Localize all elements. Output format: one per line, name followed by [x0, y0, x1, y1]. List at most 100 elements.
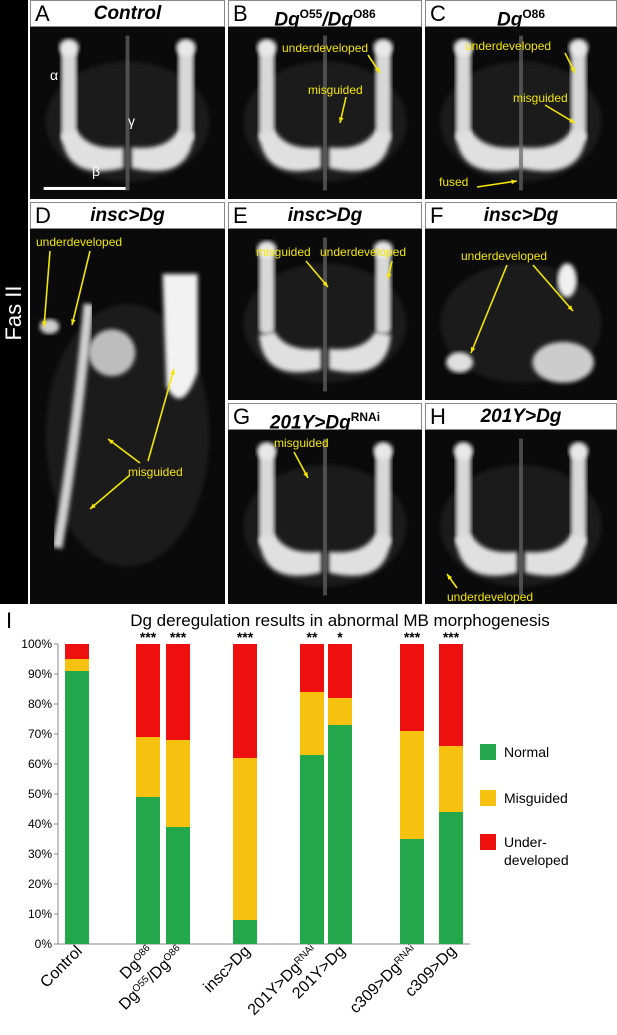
micrograph-image: [30, 27, 225, 199]
panel-letter: I: [6, 608, 12, 633]
panel-header: G 201Y>DgRNAi: [228, 403, 422, 433]
significance-mark: ***: [140, 629, 157, 645]
significance-mark: *: [337, 629, 343, 645]
micrograph-image: [228, 27, 422, 199]
y-tick-label: 90%: [28, 667, 52, 681]
annotation-misguided: misguided: [308, 83, 363, 97]
annotation-arrowhead: [569, 118, 575, 123]
y-tick-label: 80%: [28, 697, 52, 711]
category-label-part: RNAi: [392, 942, 416, 966]
y-tick-label: 40%: [28, 817, 52, 831]
panel-c: C DgO86 underdeveloped misguided fused: [425, 0, 617, 199]
panel-title: DgO86: [496, 7, 545, 31]
significance-mark: ***: [170, 629, 187, 645]
panel-letter: D: [35, 203, 51, 228]
panel-letter: E: [233, 203, 248, 228]
legend-label-misguided: Misguided: [504, 790, 568, 806]
panel-letter: A: [35, 1, 50, 26]
annotation-underdeveloped: underdeveloped: [461, 249, 548, 263]
annotation-arrow: [71, 250, 91, 326]
category-label-part: O86: [161, 942, 182, 963]
panel-b: B DgO55/DgO86 underdeveloped misguided: [228, 0, 422, 199]
panel-letter: H: [430, 404, 446, 429]
significance-mark: ***: [443, 629, 460, 645]
y-tick-label: 100%: [21, 637, 52, 651]
annotation-arrowhead: [447, 574, 453, 580]
panel-title: 201Y>DgRNAi: [269, 410, 381, 434]
annotation-arrow: [532, 264, 574, 312]
side-band: Fas II: [0, 0, 28, 604]
micrograph-image: [425, 27, 617, 199]
panel-title: insc>Dg: [483, 205, 559, 226]
annotation-arrowhead: [338, 117, 344, 123]
annotation-arrowhead: [386, 273, 392, 279]
bar-underdeveloped-6: [400, 644, 424, 731]
category-label: insc>Dg: [201, 943, 254, 996]
annotation-arrowhead: [170, 369, 175, 375]
bar-normal-5: [328, 725, 352, 944]
bar-misguided-1: [136, 737, 160, 797]
bar-underdeveloped-5: [328, 644, 352, 698]
micrograph-image: [30, 229, 225, 604]
annotation-arrowhead: [90, 503, 96, 509]
bar-misguided-7: [439, 746, 463, 812]
annotation-underdeveloped: underdeveloped: [36, 235, 123, 249]
bar-normal-4: [300, 755, 324, 944]
lobe-label-beta: β: [92, 163, 101, 179]
y-tick-label: 0%: [35, 937, 53, 951]
significance-mark: ***: [404, 629, 421, 645]
annotation-underdeveloped: underdeveloped: [447, 590, 534, 604]
y-tick-label: 30%: [28, 847, 52, 861]
bar-misguided-3: [233, 758, 257, 920]
significance-mark: ***: [237, 629, 254, 645]
y-tick-label: 20%: [28, 877, 52, 891]
panel-header: B DgO55/DgO86: [228, 0, 422, 30]
bar-misguided-4: [300, 692, 324, 755]
annotation-arrow: [544, 104, 576, 124]
micrograph-image: [425, 229, 617, 400]
legend-label-developed: developed: [504, 852, 569, 868]
category-label-part: c309>Dg: [347, 959, 405, 1017]
fas2-label: Fas II: [1, 285, 26, 341]
stacked-bar-chart: I Dg deregulation results in abnormal MB …: [6, 608, 569, 1019]
annotation-arrow: [147, 368, 175, 462]
annotation-arrow: [470, 264, 508, 354]
annotation-arrowhead: [303, 472, 308, 478]
bar-misguided-5: [328, 698, 352, 725]
y-tick-label: 50%: [28, 787, 52, 801]
annotation-arrowhead: [470, 347, 476, 353]
annotation-arrowhead: [322, 281, 328, 287]
panel-h: H 201Y>Dg underdeveloped: [425, 403, 617, 604]
annotation-arrowhead: [42, 321, 47, 327]
annotation-arrowhead: [374, 67, 380, 73]
legend-swatch-1: [480, 790, 496, 806]
category-label-part: O86: [131, 942, 152, 963]
panel-title: 201Y>Dg: [480, 406, 562, 427]
bar-underdeveloped-1: [136, 644, 160, 737]
y-tick-label: 60%: [28, 757, 52, 771]
micrograph-image: [228, 430, 422, 604]
annotation-arrowhead: [108, 439, 114, 445]
annotation-misguided: misguided: [274, 436, 329, 450]
lobe-label-gamma: γ: [128, 113, 135, 129]
bar-misguided-2: [166, 740, 190, 827]
lobe-label-alpha: α: [50, 67, 59, 83]
bar-normal-2: [166, 827, 190, 944]
panel-title: Control: [93, 3, 162, 24]
panel-letter: G: [233, 404, 251, 429]
annotation-misguided: misguided: [128, 465, 183, 479]
annotation-arrow: [89, 474, 131, 510]
chart-title: Dg deregulation results in abnormal MB m…: [130, 611, 550, 630]
panel-header: A Control: [30, 0, 225, 27]
panel-letter: C: [430, 1, 446, 26]
annotation-underdeveloped: underdeveloped: [320, 245, 407, 259]
bar-underdeveloped-3: [233, 644, 257, 758]
bar-misguided-0: [65, 659, 89, 671]
bar-normal-7: [439, 812, 463, 944]
bar-underdeveloped-4: [300, 644, 324, 692]
